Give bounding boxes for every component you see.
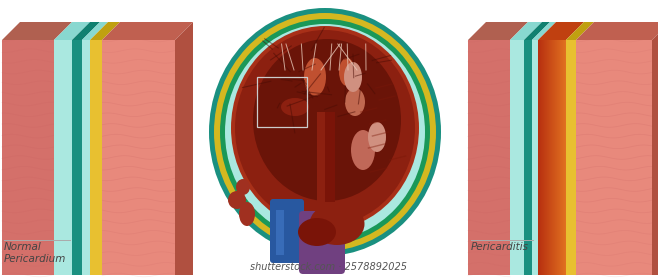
Polygon shape [524, 22, 550, 40]
Ellipse shape [298, 218, 336, 246]
Bar [102, 40, 175, 275]
Bar [82, 40, 90, 275]
Bar [325, 112, 335, 202]
Bar [510, 40, 524, 275]
Bar [558, 40, 559, 275]
Bar [542, 40, 543, 275]
Bar [553, 40, 554, 275]
Polygon shape [652, 22, 658, 275]
Polygon shape [532, 22, 556, 40]
Ellipse shape [345, 88, 365, 116]
Bar [2, 40, 54, 275]
Polygon shape [538, 22, 584, 40]
Bar [562, 40, 563, 275]
Bar [90, 40, 102, 275]
Bar [547, 40, 548, 275]
Bar [538, 40, 539, 275]
Text: shutterstock.com · 2578892025: shutterstock.com · 2578892025 [251, 262, 407, 272]
Polygon shape [510, 22, 542, 40]
Bar [276, 210, 284, 255]
Bar [72, 40, 82, 275]
Bar [555, 40, 556, 275]
FancyBboxPatch shape [270, 199, 304, 263]
Ellipse shape [225, 24, 425, 240]
Bar [556, 40, 557, 275]
Ellipse shape [368, 122, 386, 152]
Text: Pericarditis: Pericarditis [471, 242, 529, 252]
Bar [552, 40, 553, 275]
Ellipse shape [235, 30, 415, 226]
Ellipse shape [220, 19, 430, 245]
Ellipse shape [281, 98, 309, 116]
Ellipse shape [236, 179, 250, 195]
Bar [564, 40, 565, 275]
Ellipse shape [339, 58, 355, 86]
Bar [543, 40, 544, 275]
Bar [532, 40, 538, 275]
Bar [563, 40, 564, 275]
Bar [544, 40, 545, 275]
Bar [546, 40, 547, 275]
Ellipse shape [309, 203, 365, 245]
FancyBboxPatch shape [299, 211, 345, 274]
Ellipse shape [351, 130, 375, 170]
Bar [560, 40, 561, 275]
Ellipse shape [344, 62, 362, 92]
Polygon shape [54, 22, 90, 40]
Ellipse shape [253, 39, 401, 201]
Polygon shape [82, 22, 108, 40]
Polygon shape [175, 22, 193, 275]
Bar [540, 40, 541, 275]
Ellipse shape [214, 13, 436, 251]
Bar [550, 40, 551, 275]
Polygon shape [72, 22, 100, 40]
Ellipse shape [231, 26, 419, 230]
Text: Normal
Pericardium: Normal Pericardium [4, 242, 66, 263]
Bar [551, 40, 552, 275]
Ellipse shape [304, 58, 326, 96]
Bar [539, 40, 540, 275]
Bar [257, 77, 307, 127]
Polygon shape [566, 22, 594, 40]
Polygon shape [90, 22, 120, 40]
Polygon shape [102, 22, 193, 40]
Ellipse shape [228, 191, 246, 209]
Polygon shape [468, 22, 528, 40]
Bar [561, 40, 562, 275]
Bar [557, 40, 558, 275]
Bar [554, 40, 555, 275]
Bar [548, 40, 549, 275]
Bar [565, 40, 566, 275]
Bar [566, 40, 576, 275]
Ellipse shape [239, 202, 255, 226]
Ellipse shape [209, 8, 441, 256]
Bar [545, 40, 546, 275]
Bar [317, 112, 331, 202]
Bar [541, 40, 542, 275]
Bar [576, 40, 652, 275]
Bar [549, 40, 550, 275]
Bar [468, 40, 510, 275]
Bar [54, 40, 72, 275]
Bar [524, 40, 532, 275]
Polygon shape [2, 22, 72, 40]
Bar [559, 40, 560, 275]
Polygon shape [576, 22, 658, 40]
